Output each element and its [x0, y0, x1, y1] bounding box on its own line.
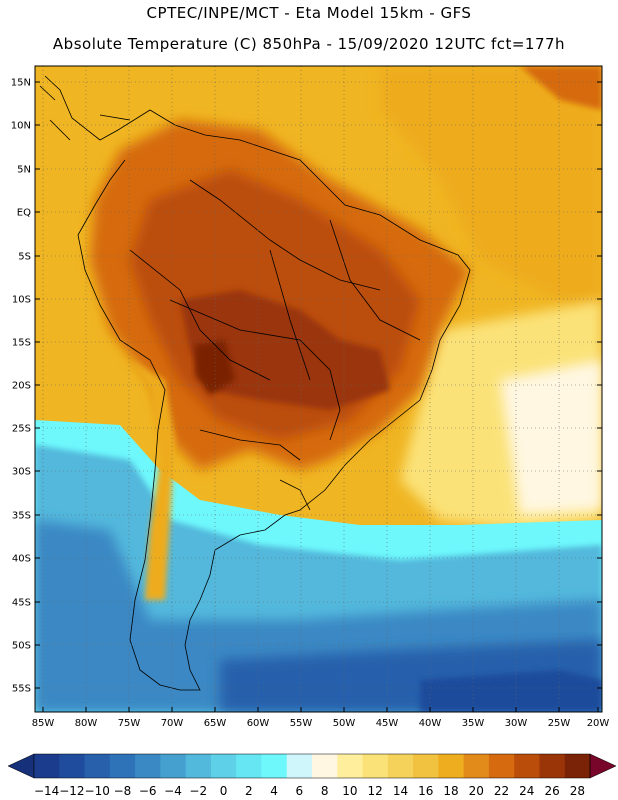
lon-label: 25W	[548, 718, 571, 729]
lat-label: EQ	[17, 208, 31, 219]
chart-title-line1: CPTEC/INPE/MCT - Eta Model 15km - GFS	[146, 4, 472, 22]
lon-label: 50W	[333, 718, 356, 729]
colorbar-frame	[33, 753, 591, 779]
colorbar-label: 6	[296, 784, 304, 798]
lon-label: 60W	[247, 718, 270, 729]
lon-label: 20W	[587, 718, 610, 729]
lat-label: 40S	[12, 554, 31, 565]
graticule	[35, 66, 602, 712]
colorbar-label: −12	[59, 784, 84, 798]
colorbar-label: 8	[321, 784, 329, 798]
lon-label: 70W	[161, 718, 184, 729]
colorbar-swatch	[438, 754, 465, 778]
colorbar-label: 28	[570, 784, 585, 798]
colorbar-swatch	[312, 754, 338, 778]
colorbar-swatch	[160, 754, 187, 778]
latitude-axis: 15N 10N 5N EQ 5S 10S 15S 20S 25S 30S 35S 40S 45S 50S 5…	[11, 78, 602, 695]
lon-label: 40W	[419, 718, 442, 729]
colorbar-swatch	[34, 754, 60, 778]
lat-label: 35S	[12, 511, 31, 522]
colorbar-swatch	[135, 754, 161, 778]
colorbar-swatch	[387, 754, 414, 778]
lat-label: 50S	[12, 641, 31, 652]
lat-label: 25S	[12, 424, 31, 435]
colorbar-label: −4	[164, 784, 182, 798]
colorbar-swatch	[337, 754, 364, 778]
colorbar-label: −14	[34, 784, 59, 798]
lon-label: 55W	[290, 718, 313, 729]
colorbar-swatch	[109, 754, 136, 778]
lat-label: 45S	[12, 598, 31, 609]
coastlines	[39, 75, 471, 691]
lat-label: 10S	[12, 295, 31, 306]
colorbar-label: 0	[220, 784, 228, 798]
colorbar-label: 20	[469, 784, 484, 798]
lat-label: 5N	[17, 165, 31, 176]
lat-label: 5S	[18, 252, 31, 263]
lon-label: 75W	[118, 718, 141, 729]
colorbar-swatch	[362, 754, 389, 778]
colorbar-swatch	[236, 754, 262, 778]
lon-label: 85W	[32, 718, 55, 729]
lat-label: 30S	[12, 467, 31, 478]
lat-label: 10N	[11, 121, 31, 132]
colorbar-label: 12	[368, 784, 383, 798]
colorbar-label: −10	[85, 784, 110, 798]
colorbar-label: 14	[393, 784, 408, 798]
colorbar-label: 26	[544, 784, 559, 798]
colorbar-high-arrow	[589, 753, 617, 779]
colorbar-swatch	[286, 754, 313, 778]
colorbar-low-arrow	[7, 753, 35, 779]
colorbar-label: 16	[418, 784, 433, 798]
colorbar-label: 2	[245, 784, 253, 798]
colorbar-swatch	[413, 754, 439, 778]
lon-label: 80W	[75, 718, 98, 729]
colorbar-label: 18	[443, 784, 458, 798]
lon-label: 65W	[204, 718, 227, 729]
chart-title-line2: Absolute Temperature (C) 850hPa - 15/09/…	[52, 35, 566, 53]
map-frame	[34, 65, 603, 713]
colorbar-label: −8	[114, 784, 132, 798]
longitude-axis: 85W 80W 75W 70W 65W 60W 55W 50W 45W 40W 35W 30W 25W 2…	[32, 707, 610, 729]
colorbar-label: 10	[342, 784, 357, 798]
lon-label: 30W	[505, 718, 528, 729]
colorbar-label: 24	[519, 784, 534, 798]
colorbar-swatch	[488, 754, 515, 778]
colorbar-swatch	[539, 754, 566, 778]
colorbar-label: −6	[139, 784, 157, 798]
colorbar-swatch	[210, 754, 237, 778]
lat-label: 20S	[12, 381, 31, 392]
lat-label: 15S	[12, 338, 31, 349]
colorbar-swatch	[463, 754, 490, 778]
lon-label: 35W	[462, 718, 485, 729]
colorbar-swatch	[59, 754, 86, 778]
colorbar-swatch	[84, 754, 111, 778]
lat-label: 55S	[12, 684, 31, 695]
temperature-field	[35, 66, 602, 712]
colorbar-swatch	[564, 754, 591, 778]
colorbar-swatch	[261, 754, 288, 778]
lon-label: 45W	[376, 718, 399, 729]
colorbar: −14 −12 −10 −8 −6 −4 −2 0 2 4 6 8 10 12 14 16 18 20 22 24 26…	[7, 753, 617, 798]
lat-label: 15N	[11, 78, 31, 89]
colorbar-label: −2	[189, 784, 207, 798]
colorbar-label: 22	[494, 784, 509, 798]
colorbar-swatch	[514, 754, 540, 778]
colorbar-swatch	[185, 754, 212, 778]
colorbar-label: 4	[270, 784, 278, 798]
